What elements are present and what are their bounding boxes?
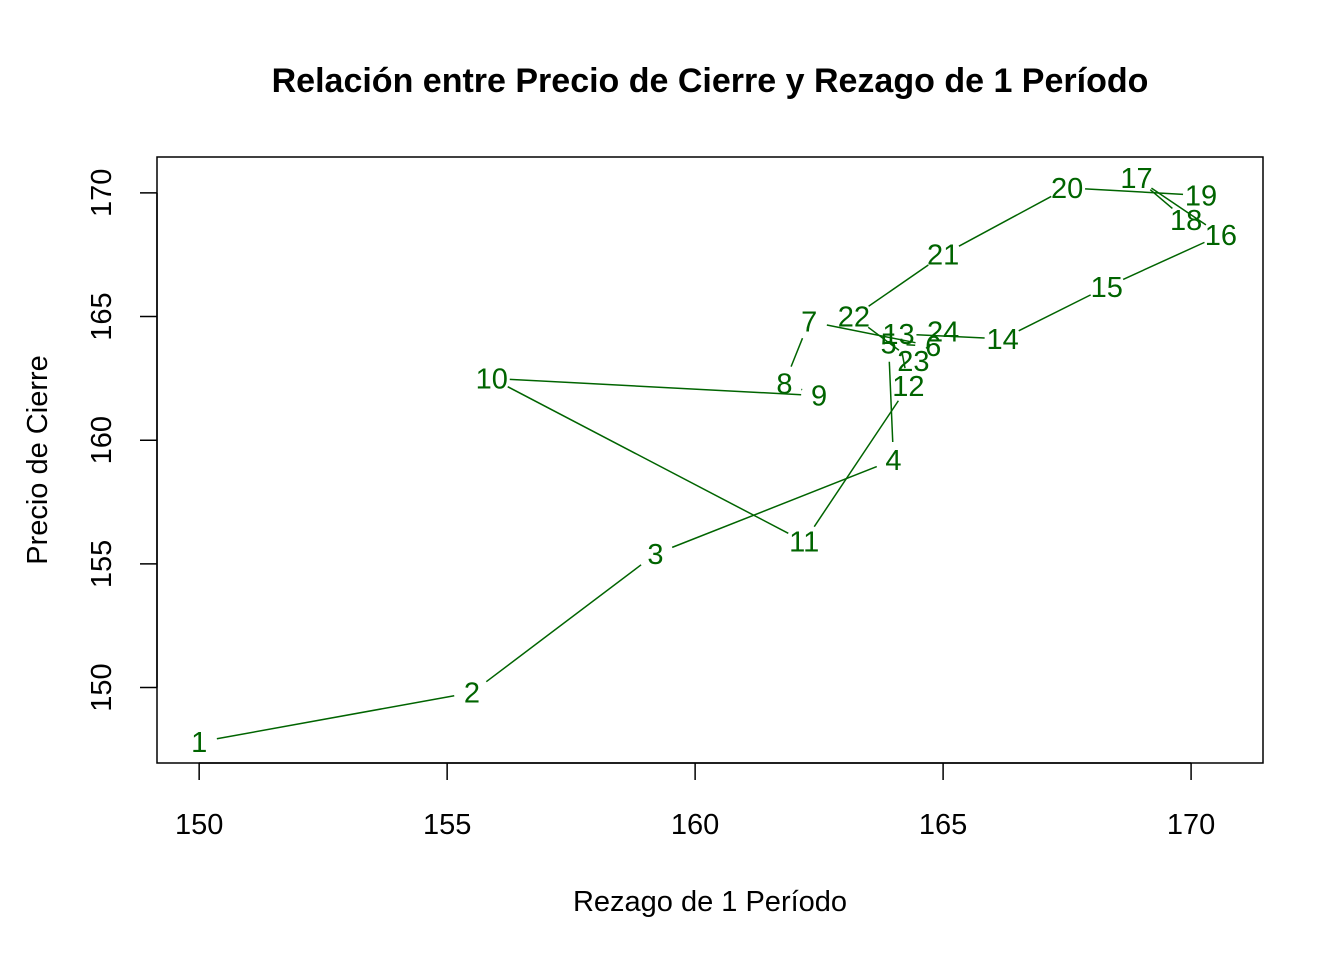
series-segment: [958, 195, 1052, 247]
series-segment: [867, 326, 900, 351]
point-label: 23: [897, 346, 929, 378]
point-label: 12: [892, 371, 924, 403]
series-line-group: [216, 187, 1207, 740]
point-label: 8: [776, 368, 792, 400]
plot-frame: [156, 156, 1264, 764]
series-segment: [901, 351, 906, 369]
point-label: 13: [882, 319, 914, 351]
series-segment: [485, 564, 642, 683]
y-tick-label: 150: [86, 663, 118, 711]
x-axis-title: Rezago de 1 Período: [573, 886, 847, 918]
y-tick-label: 155: [86, 540, 118, 588]
x-tick-label: 155: [423, 809, 471, 841]
series-segment: [509, 378, 802, 396]
x-axis: 150 155 160 165 170: [175, 762, 1215, 841]
series-segment: [216, 694, 455, 740]
point-label: 4: [885, 445, 901, 477]
series-segment: [790, 337, 804, 367]
point-label: 19: [1185, 180, 1217, 212]
series-segment: [925, 343, 931, 349]
x-tick-label: 150: [175, 809, 223, 841]
series-segment: [1122, 241, 1205, 281]
y-axis-title: Precio de Cierre: [22, 355, 54, 565]
x-tick-label: 160: [671, 809, 719, 841]
point-label: 6: [925, 331, 941, 363]
chart-title: Relación entre Precio de Cierre y Rezago…: [272, 62, 1149, 100]
series-segment: [826, 324, 916, 344]
point-label: 20: [1051, 173, 1083, 205]
point-label: 5: [880, 329, 896, 361]
series-segment: [868, 264, 929, 307]
x-tick-label: 170: [1167, 809, 1215, 841]
series-segment: [1085, 188, 1184, 196]
series-segment: [813, 400, 900, 528]
y-tick-label: 160: [86, 416, 118, 464]
y-tick-label: 170: [86, 169, 118, 217]
point-label: 11: [789, 527, 819, 559]
point-label: 9: [811, 381, 827, 413]
series-segment: [671, 465, 878, 549]
x-tick-label: 165: [919, 809, 967, 841]
point-label: 24: [927, 316, 959, 348]
series-segment: [507, 386, 789, 534]
point-label: 18: [1170, 205, 1202, 237]
point-label: 14: [986, 324, 1018, 356]
point-label: 1: [191, 727, 207, 759]
series-segment: [916, 333, 985, 339]
point-label: 22: [838, 302, 870, 334]
y-axis: 150 155 160 165 170: [86, 169, 158, 712]
point-label: 3: [647, 539, 663, 571]
y-tick-label: 165: [86, 292, 118, 340]
point-label: 16: [1205, 220, 1237, 252]
series-segment: [1151, 187, 1207, 226]
series-segment: [1018, 294, 1091, 332]
series-segment: [888, 361, 894, 443]
point-label: 17: [1120, 163, 1152, 195]
point-label: 10: [476, 363, 508, 395]
point-label: 2: [464, 678, 480, 710]
point-label: 7: [801, 306, 817, 338]
point-label: 21: [927, 240, 959, 272]
point-label: 15: [1091, 272, 1123, 304]
